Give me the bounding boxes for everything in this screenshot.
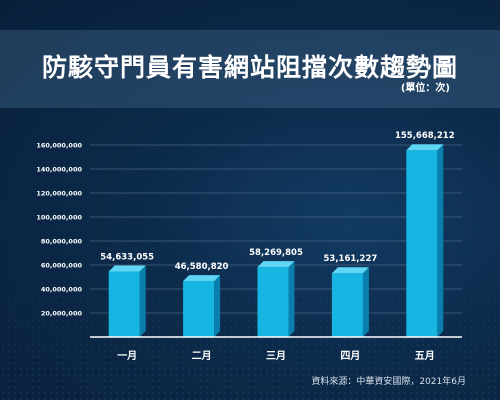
x-axis-tick-labels: 一月 二月 三月 四月 五月 — [117, 350, 435, 362]
x-tick-label: 二月 — [192, 350, 212, 362]
source-note: 資料來源：中華資安國際，2021年6月 — [311, 377, 466, 387]
bar-2 — [183, 275, 221, 337]
x-tick-label: 五月 — [415, 350, 435, 362]
bar-4 — [331, 267, 369, 337]
bar-5 — [406, 144, 444, 337]
bars — [108, 144, 444, 337]
bar-3 — [257, 261, 295, 337]
bar-side-face — [437, 144, 444, 337]
bar-1 — [108, 265, 146, 337]
y-tick-label: 40,000,000 — [41, 286, 83, 294]
y-tick-label: 160,000,000 — [36, 142, 82, 150]
data-label: 53,161,227 — [324, 254, 378, 264]
bar-side-face — [362, 267, 369, 337]
bar-top-face — [331, 267, 369, 274]
x-tick-label: 四月 — [340, 350, 360, 362]
bar-top-face — [183, 275, 221, 282]
bar-front-face — [257, 267, 289, 337]
y-tick-label: 80,000,000 — [41, 238, 83, 246]
y-axis-tick-labels: 20,000,000 40,000,000 60,000,000 80,000,000… — [36, 142, 82, 318]
data-label: 54,633,055 — [100, 252, 154, 262]
bar-top-face — [108, 265, 146, 272]
bar-side-face — [214, 275, 221, 337]
data-label: 155,668,212 — [395, 131, 455, 141]
y-tick-label: 140,000,000 — [36, 166, 82, 174]
bar-front-face — [406, 150, 438, 337]
bar-top-face — [257, 261, 295, 268]
y-tick-label: 60,000,000 — [41, 262, 83, 270]
unit-note: (單位：次) — [400, 83, 450, 94]
data-label: 46,580,820 — [175, 262, 229, 272]
bar-top-face — [406, 144, 444, 151]
data-label: 58,269,805 — [249, 248, 303, 258]
y-tick-label: 20,000,000 — [41, 310, 83, 318]
chart-title: 防駭守門員有害網站阻擋次數趨勢圖 — [41, 53, 458, 82]
y-tick-label: 100,000,000 — [36, 214, 82, 222]
x-tick-label: 一月 — [117, 350, 137, 362]
bar-side-face — [139, 265, 146, 337]
data-labels: 54,633,055 46,580,820 58,269,805 53,161,227… — [100, 131, 454, 272]
title-banner — [0, 30, 500, 108]
bar-side-face — [288, 261, 295, 337]
bar-front-face — [331, 273, 363, 337]
y-tick-label: 120,000,000 — [36, 190, 82, 198]
bar-front-face — [183, 281, 215, 337]
x-tick-label: 三月 — [266, 350, 286, 362]
bar-front-face — [108, 271, 140, 337]
